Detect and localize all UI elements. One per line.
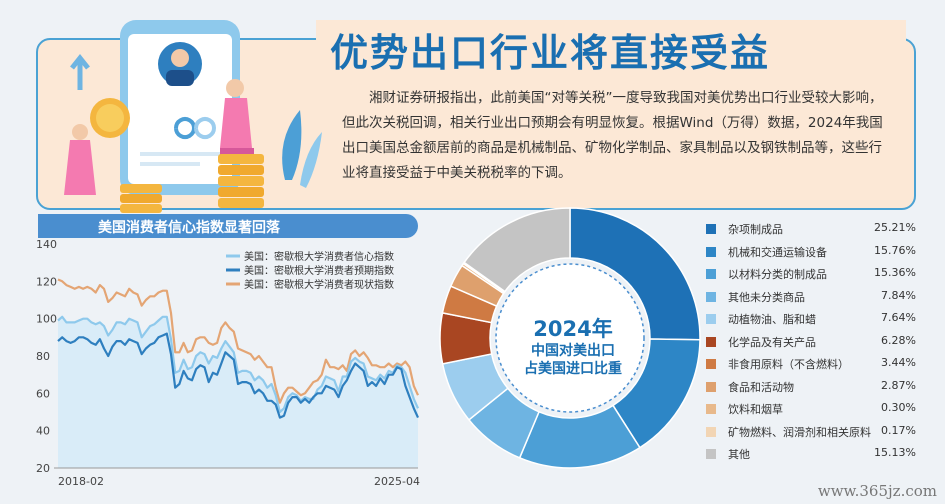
legend-value-label: 3.44% <box>881 356 916 369</box>
donut-center-line2: 占美国进口比重 <box>524 361 622 377</box>
legend-value-label: 7.64% <box>881 311 916 324</box>
legend-item: 以材料分类的制成品 15.36% <box>706 265 916 288</box>
y-tick-label: 20 <box>36 462 50 475</box>
legend-color-swatch <box>706 246 716 257</box>
y-tick-label: 120 <box>36 275 57 288</box>
legend-color-swatch <box>706 359 716 369</box>
donut-inner-ring <box>495 263 645 413</box>
legend-category-label: 化学品及有关产品 <box>728 335 816 349</box>
legend-value-label: 0.30% <box>881 401 916 414</box>
legend-color-swatch <box>706 291 716 302</box>
legend-value-label: 0.17% <box>881 423 916 437</box>
line-chart-title-tab: 美国消费者信心指数显著回落 <box>38 214 418 238</box>
legend-category-label: 饮料和烟草 <box>728 403 783 416</box>
legend-color-swatch <box>706 449 716 459</box>
page-title: 优势出口行业将直接受益 <box>330 31 771 75</box>
donut-legend: 杂项制成品 25.21% 机械和交通运输设备 15.76% 以材料分类的制成品 15.36… <box>706 220 916 468</box>
legend-item: 其他 15.13% <box>706 445 916 468</box>
y-tick-label: 40 <box>36 425 50 438</box>
legend-category-label: 非食用原料（不含燃料） <box>728 358 849 371</box>
legend-value-label: 6.28% <box>881 333 916 347</box>
legend-label-1: 美国：密歇根大学消费者预期指数 <box>244 264 394 277</box>
y-tick-label: 140 <box>36 238 57 251</box>
legend-category-label: 食品和活动物 <box>728 380 794 394</box>
donut-chart <box>439 207 701 469</box>
donut-center-label: 2024年 中国对美出口 占美国进口比重 <box>498 316 648 378</box>
legend-category-label: 动植物油、脂和蜡 <box>728 313 816 326</box>
line-chart-title: 美国消费者信心指数显著回落 <box>98 220 280 236</box>
legend-category-label: 其他 <box>728 448 750 461</box>
legend-value-label: 2.87% <box>881 378 916 392</box>
legend-category-label: 杂项制成品 <box>728 223 783 236</box>
series-line-2 <box>57 278 420 404</box>
legend-color-swatch <box>706 224 716 234</box>
legend-value-label: 15.76% <box>874 243 916 257</box>
donut-slice-10 <box>463 207 571 293</box>
legend-category-label: 矿物燃料、润滑剂和相关原料 <box>728 425 871 439</box>
title-background <box>316 20 906 76</box>
x-tick-label-start: 2018-02 <box>58 475 104 488</box>
business-illustration <box>64 20 322 213</box>
donut-center-line1: 中国对美出口 <box>531 343 615 359</box>
legend-item: 动植物油、脂和蜡 7.64% <box>706 310 916 333</box>
intro-paragraph: 湘财证券研报指出，此前美国“对等关税”一度导致我国对美优势出口行业受较大影响，但… <box>342 90 883 181</box>
legend-color-swatch <box>706 404 716 414</box>
x-tick-label-end: 2025-04 <box>374 475 420 488</box>
legend-item: 矿物燃料、润滑剂和相关原料 0.17% <box>706 423 916 446</box>
legend-value-label: 7.84% <box>881 288 916 302</box>
legend-color-swatch <box>706 314 716 324</box>
legend-color-swatch <box>706 269 716 279</box>
legend-item: 食品和活动物 2.87% <box>706 378 916 401</box>
legend-item: 机械和交通运输设备 15.76% <box>706 243 916 266</box>
legend-value-label: 25.21% <box>874 221 916 234</box>
legend-color-swatch <box>706 336 716 347</box>
y-tick-label: 60 <box>36 387 50 400</box>
legend-category-label: 以材料分类的制成品 <box>728 268 827 281</box>
legend-label-0: 美国：密歇根大学消费者信心指数 <box>244 250 394 263</box>
line-chart: 20 40 60 80 100 120 140 2018-02 2025-04 美国：密歇根大学消… <box>36 238 420 488</box>
legend-item: 其他未分类商品 7.84% <box>706 288 916 311</box>
legend-category-label: 机械和交通运输设备 <box>728 245 827 259</box>
series-line-0 <box>57 315 420 414</box>
legend-item: 非食用原料（不含燃料） 3.44% <box>706 355 916 378</box>
y-tick-label: 80 <box>36 350 50 363</box>
legend-item: 化学品及有关产品 6.28% <box>706 333 916 356</box>
donut-center-year: 2024年 <box>533 317 613 341</box>
legend-item: 杂项制成品 25.21% <box>706 220 916 243</box>
legend-item: 饮料和烟草 0.30% <box>706 400 916 423</box>
y-tick-label: 100 <box>36 313 57 326</box>
legend-color-swatch <box>706 381 716 392</box>
confidence-area-fill <box>58 316 418 468</box>
legend-category-label: 其他未分类商品 <box>728 290 805 304</box>
watermark: www.365jz.com <box>817 482 937 500</box>
legend-value-label: 15.13% <box>874 446 916 459</box>
legend-label-2: 美国：密歇根大学消费者现状指数 <box>244 278 394 291</box>
legend-color-swatch <box>706 426 716 437</box>
legend-value-label: 15.36% <box>874 266 916 279</box>
series-line-1 <box>57 332 420 419</box>
